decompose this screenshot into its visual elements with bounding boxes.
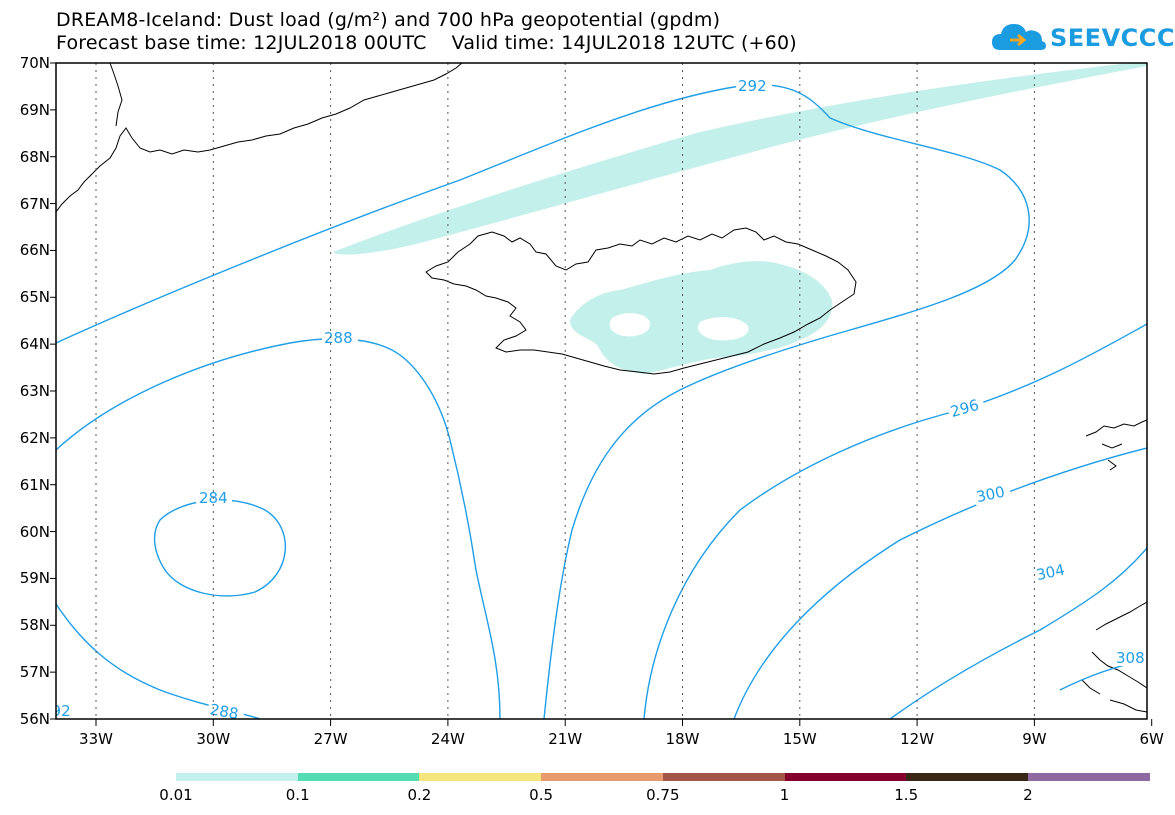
greenland-coast-2 [109, 63, 123, 127]
latitude-label: 56N [19, 710, 50, 728]
graticule [95, 63, 1035, 719]
faroe-coast [1085, 419, 1147, 471]
longitude-label: 21W [548, 730, 583, 748]
contour-300-line [733, 447, 1147, 719]
contour-label-308: 308 [1116, 649, 1145, 667]
latitude-label: 58N [19, 616, 50, 635]
latitude-label: 66N [19, 241, 50, 260]
latitude-label: 69N [19, 100, 50, 119]
seevccc-logo: SEEVCCC [990, 18, 1175, 58]
colorbar-label: 2 [1023, 786, 1033, 804]
map-subtitle: Forecast base time: 12JUL2018 00UTC Vali… [56, 32, 797, 54]
colorbar-label: 0.2 [407, 786, 432, 804]
contour-label-296: 296 [948, 396, 980, 421]
colorbar-segment [419, 773, 542, 781]
latitude-label: 70N [19, 54, 50, 72]
colorbar-segment [906, 773, 1029, 781]
contour-284-line [153, 499, 286, 597]
latitude-label: 65N [19, 288, 50, 307]
latitude-label: 61N [19, 475, 50, 494]
scotland-coast [1081, 601, 1147, 713]
latitude-label: 60N [19, 522, 50, 541]
contour-label-304: 304 [1035, 561, 1067, 585]
latitude-label: 68N [19, 147, 50, 166]
map-title: DREAM8-Iceland: Dust load (g/m²) and 700… [56, 9, 721, 31]
colorbar-segment [541, 773, 664, 781]
colorbar-label: 0.01 [159, 786, 193, 804]
plot-frame [55, 62, 1148, 720]
latitude-label: 59N [19, 569, 50, 588]
contour-label-288-north: 288 [324, 329, 353, 347]
latitude-label: 63N [19, 382, 50, 400]
colorbar-label: 0.75 [646, 786, 680, 804]
contour-288-south-line [56, 603, 261, 719]
longitude-label: 18W [665, 730, 700, 748]
dust-patch-iceland [570, 261, 833, 374]
contour-308-line [1059, 659, 1147, 691]
logo-text: SEEVCCC [1050, 24, 1175, 52]
axis-ticks [50, 62, 1153, 726]
contour-292-line [56, 84, 1030, 719]
contour-label-300: 300 [975, 483, 1007, 507]
cloud-icon [992, 24, 1046, 50]
longitude-label: 24W [430, 730, 465, 748]
latitude-label: 62N [19, 428, 50, 447]
longitude-label: 30W [196, 730, 231, 748]
colorbar-label: 1 [779, 786, 790, 804]
colorbar-segment [1027, 773, 1151, 781]
longitude-label: 6W [1139, 730, 1164, 748]
latitude-label: 64N [19, 335, 50, 354]
longitude-label: 33W [79, 730, 113, 748]
longitude-label: 9W [1022, 730, 1047, 748]
iceland-coast [425, 227, 857, 375]
latitude-label: 57N [19, 663, 50, 682]
longitude-label: 15W [782, 730, 817, 748]
longitude-label: 12W [900, 730, 935, 748]
geopotential-contours [56, 84, 1147, 719]
contour-label-284: 284 [199, 489, 228, 507]
colorbar-label: 1.5 [894, 786, 919, 804]
colorbar-segment [297, 773, 420, 781]
contour-296-line [643, 323, 1147, 719]
coastlines [56, 63, 1147, 713]
greenland-coast [56, 63, 463, 213]
latitude-label: 67N [19, 194, 50, 213]
contour-labels: 292 288 284 296 300 304 308 288 292 [56, 76, 1147, 723]
contour-label-288-south: 288 [209, 700, 240, 723]
contour-288-north-line [56, 338, 501, 719]
colorbar-label: 0.5 [529, 786, 554, 804]
dust-plume-north [333, 63, 1147, 255]
colorbar-label: 0.1 [285, 786, 310, 804]
contour-304-line [889, 547, 1147, 719]
colorbar-segment [662, 773, 785, 781]
colorbar-segment [784, 773, 907, 781]
colorbar-segment [176, 773, 299, 781]
contour-label-292: 292 [738, 77, 767, 95]
longitude-label: 27W [313, 730, 348, 748]
